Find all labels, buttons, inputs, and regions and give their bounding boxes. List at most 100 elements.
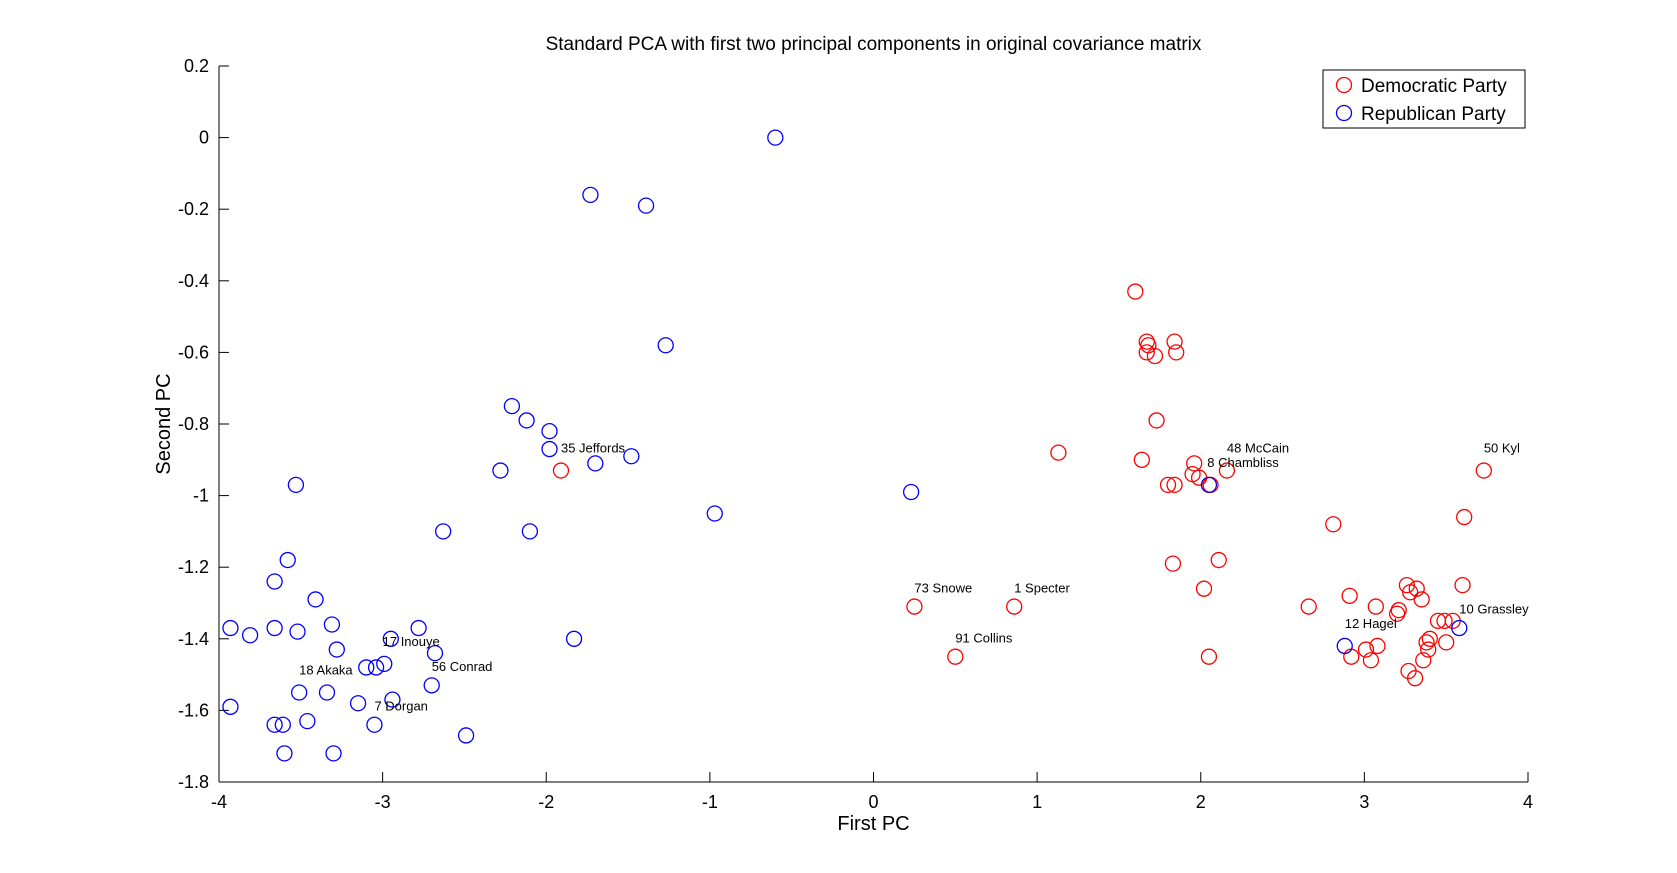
data-point: [552, 462, 570, 479]
data-point: [1195, 580, 1213, 597]
data-point: [1367, 598, 1384, 615]
data-point: [1475, 462, 1492, 479]
data-point: [266, 573, 283, 590]
x-tick-label: -2: [538, 792, 554, 812]
data-point: [266, 619, 283, 637]
x-tick-label: 2: [1196, 792, 1206, 812]
data-point: [1186, 455, 1203, 472]
data-point: [1398, 576, 1416, 594]
data-point: [1006, 598, 1023, 615]
data-point: [1146, 347, 1164, 365]
data-point: [1168, 344, 1185, 361]
point-annotation: 35 Jeffords: [561, 441, 626, 456]
data-point: [767, 129, 784, 146]
y-tick-label: -1.6: [178, 700, 209, 720]
data-point: [1357, 641, 1375, 658]
data-point: [1325, 516, 1342, 533]
data-point: [1421, 630, 1438, 647]
x-axis-label: First PC: [837, 813, 909, 835]
legend-marker: [1335, 104, 1353, 122]
data-point: [222, 698, 239, 715]
data-point: [637, 197, 655, 214]
point-annotations: 35 Jeffords 73 Snowe 1 Specter 91 Collins 48…: [299, 441, 1529, 714]
data-point: [541, 440, 558, 458]
data-point: [1438, 634, 1455, 651]
y-tick-label: 0.2: [184, 56, 209, 76]
data-point: [410, 619, 427, 637]
point-annotation: 91 Collins: [955, 630, 1013, 645]
data-point: [902, 483, 920, 501]
x-tick-label: 4: [1523, 792, 1533, 812]
y-tick-label: -1: [193, 486, 209, 506]
data-point: [318, 684, 336, 701]
data-point: [384, 691, 401, 708]
x-tick-label: -3: [375, 792, 391, 812]
data-point: [366, 716, 383, 733]
y-tick-label: -0.4: [178, 271, 209, 291]
data-point: [1166, 476, 1183, 494]
data-point: [1300, 598, 1317, 615]
x-tick-label: 3: [1359, 792, 1369, 812]
data-point: [426, 644, 444, 662]
data-point: [503, 397, 521, 415]
point-annotation: 73 Snowe: [914, 580, 972, 595]
y-tick-label: -0.6: [178, 342, 209, 362]
data-point: [376, 655, 393, 673]
data-point: [325, 745, 342, 762]
data-point: [521, 523, 539, 540]
data-point: [299, 712, 316, 730]
data-point: [587, 455, 604, 472]
point-annotation: 8 Chambliss: [1207, 455, 1279, 470]
data-point: [1210, 551, 1227, 569]
legend-marker: [1335, 76, 1353, 94]
data-point: [1369, 637, 1386, 655]
data-point: [657, 337, 674, 354]
data-point: [367, 659, 385, 676]
data-point: [1341, 587, 1358, 604]
point-annotation: 17 Inouye: [383, 634, 440, 649]
y-axis-label: Second PC: [153, 373, 175, 474]
data-point: [1218, 462, 1236, 479]
axes: -4 -3 -2 -1 0 1 2 3 4 0.2 0 -0.2 -0.4 -0.6 -0.8 -1 -1.2 -…: [178, 56, 1533, 812]
series-republican: [222, 129, 1468, 762]
data-point: [565, 630, 583, 647]
point-annotation: 1 Specter: [1014, 580, 1070, 595]
data-point: [1406, 670, 1424, 687]
point-annotation: 50 Kyl: [1484, 441, 1520, 456]
y-tick-label: -1.4: [178, 629, 209, 649]
data-point: [349, 695, 367, 712]
data-point: [1164, 555, 1182, 572]
y-tick-label: -0.2: [178, 199, 209, 219]
point-annotation: 56 Conrad: [432, 659, 493, 674]
data-point: [276, 745, 293, 762]
data-point: [328, 641, 345, 658]
data-point: [492, 462, 509, 479]
data-point: [1390, 602, 1407, 619]
data-point: [1200, 476, 1218, 494]
data-point: [1148, 412, 1165, 429]
data-point: [287, 476, 305, 494]
series-democratic: [552, 283, 1492, 687]
data-point: [222, 619, 239, 637]
point-annotation: 12 Hagel: [1345, 616, 1397, 631]
y-tick-label: -1.2: [178, 557, 209, 577]
data-point: [518, 412, 535, 429]
x-tick-label: 1: [1032, 792, 1042, 812]
data-point: [291, 684, 308, 701]
data-point: [289, 623, 306, 640]
data-point: [423, 677, 440, 694]
legend-entry: Republican Party: [1361, 104, 1506, 125]
point-annotation: 18 Akaka: [299, 663, 353, 678]
x-tick-label: 0: [868, 792, 878, 812]
data-point: [241, 627, 259, 644]
data-point: [1436, 612, 1453, 630]
data-point: [541, 423, 558, 440]
legend-box: [1322, 69, 1526, 129]
data-point: [1336, 637, 1353, 655]
data-point: [1200, 648, 1218, 665]
data-point: [1454, 576, 1471, 594]
y-tick-label: 0: [199, 128, 209, 148]
data-point: [706, 505, 723, 522]
data-point: [1420, 641, 1437, 658]
